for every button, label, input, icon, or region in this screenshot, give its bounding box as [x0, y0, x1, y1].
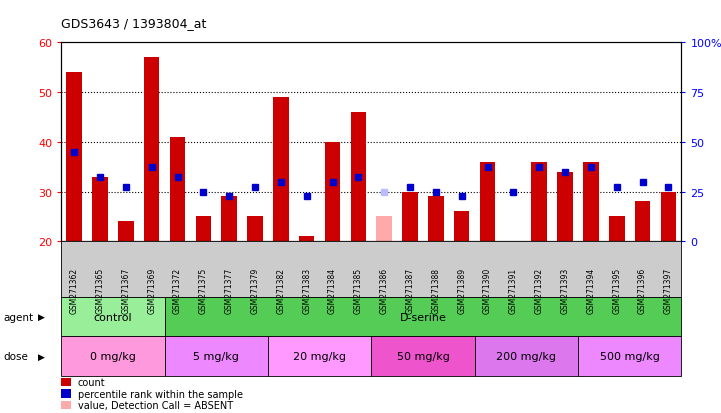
Bar	[479, 162, 495, 242]
Text: GSM271369: GSM271369	[147, 268, 156, 313]
Text: D-serine: D-serine	[399, 312, 446, 322]
Text: GSM271362: GSM271362	[70, 268, 79, 313]
Bar	[583, 162, 598, 242]
Text: 20 mg/kg: 20 mg/kg	[293, 351, 346, 361]
Text: GSM271397: GSM271397	[664, 268, 673, 313]
Text: count: count	[78, 377, 105, 387]
Bar	[247, 217, 262, 242]
Bar	[557, 172, 572, 242]
Bar	[634, 202, 650, 242]
Text: GSM271382: GSM271382	[276, 268, 286, 313]
Bar	[144, 58, 159, 242]
Bar	[531, 162, 547, 242]
Text: GSM271379: GSM271379	[251, 268, 260, 313]
Text: 50 mg/kg: 50 mg/kg	[397, 351, 449, 361]
Text: value, Detection Call = ABSENT: value, Detection Call = ABSENT	[78, 400, 233, 410]
Text: 5 mg/kg: 5 mg/kg	[193, 351, 239, 361]
Text: GSM271367: GSM271367	[121, 268, 131, 313]
Text: GSM271375: GSM271375	[199, 268, 208, 313]
Text: GDS3643 / 1393804_at: GDS3643 / 1393804_at	[61, 17, 207, 29]
Bar	[221, 197, 237, 242]
Text: GSM271391: GSM271391	[509, 268, 518, 313]
Text: GSM271377: GSM271377	[225, 268, 234, 313]
Text: control: control	[94, 312, 132, 322]
Bar	[66, 73, 82, 242]
Text: 500 mg/kg: 500 mg/kg	[600, 351, 660, 361]
Text: ▶: ▶	[37, 313, 45, 321]
Text: GSM271384: GSM271384	[328, 268, 337, 313]
Text: GSM271387: GSM271387	[406, 268, 415, 313]
Text: GSM271390: GSM271390	[483, 268, 492, 313]
Text: GSM271386: GSM271386	[380, 268, 389, 313]
Text: GSM271393: GSM271393	[561, 268, 570, 313]
Text: GSM271389: GSM271389	[457, 268, 466, 313]
Bar	[324, 142, 340, 242]
Bar	[350, 113, 366, 242]
Bar	[273, 98, 288, 242]
Text: GSM271383: GSM271383	[302, 268, 311, 313]
Bar	[428, 197, 443, 242]
Text: 0 mg/kg: 0 mg/kg	[90, 351, 136, 361]
Text: GSM271385: GSM271385	[354, 268, 363, 313]
Bar	[195, 217, 211, 242]
Text: GSM271392: GSM271392	[535, 268, 544, 313]
Bar	[454, 212, 469, 242]
Text: GSM271365: GSM271365	[96, 268, 105, 313]
Bar	[170, 138, 185, 242]
Text: GSM271395: GSM271395	[612, 268, 622, 313]
Text: agent: agent	[4, 312, 34, 322]
Text: rank, Detection Call = ABSENT: rank, Detection Call = ABSENT	[78, 412, 228, 413]
Text: percentile rank within the sample: percentile rank within the sample	[78, 389, 243, 399]
Text: GSM271396: GSM271396	[638, 268, 647, 313]
Bar	[660, 192, 676, 242]
Text: 200 mg/kg: 200 mg/kg	[496, 351, 557, 361]
Text: ▶: ▶	[37, 352, 45, 361]
Bar	[376, 217, 392, 242]
Bar	[402, 192, 417, 242]
Bar	[299, 237, 314, 242]
Text: dose: dose	[4, 351, 29, 361]
Bar	[118, 222, 133, 242]
Text: GSM271388: GSM271388	[431, 268, 441, 313]
Bar	[609, 217, 624, 242]
Bar	[92, 177, 108, 242]
Text: GSM271372: GSM271372	[173, 268, 182, 313]
Text: GSM271394: GSM271394	[586, 268, 596, 313]
